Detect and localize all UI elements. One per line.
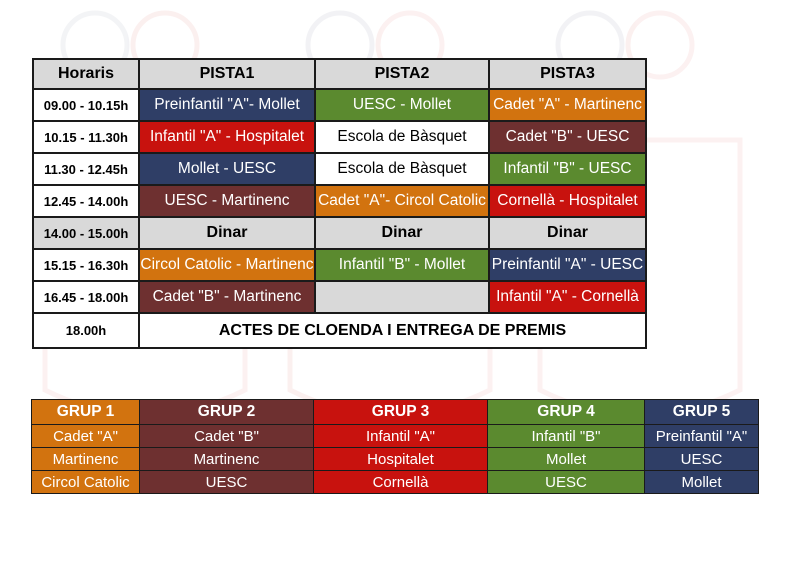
- match-cell: Infantil "A" - Cornellà: [488, 280, 647, 314]
- group-team: Martinenc: [139, 447, 314, 471]
- group-team: UESC: [139, 470, 314, 494]
- schedule-row: 11.30 - 12.45h Mollet - UESC Escola de Bàs…: [32, 152, 647, 186]
- match-cell: Escola de Bàsquet: [314, 152, 490, 186]
- time-slot: 11.30 - 12.45h: [32, 152, 140, 186]
- lunch-cell: Dinar: [138, 216, 316, 250]
- match-cell: [314, 280, 490, 314]
- time-slot: 15.15 - 16.30h: [32, 248, 140, 282]
- time-slot: 10.15 - 11.30h: [32, 120, 140, 154]
- closing-ceremony: ACTES DE CLOENDA I ENTREGA DE PREMIS: [138, 312, 647, 349]
- lunch-cell: Dinar: [488, 216, 647, 250]
- match-cell: Infantil "B" - UESC: [488, 152, 647, 186]
- match-cell: Cornellà - Hospitalet: [488, 184, 647, 218]
- pista-header: PISTA1: [138, 58, 316, 90]
- group-team: Mollet: [644, 470, 759, 494]
- schedule-row: 10.15 - 11.30h Infantil "A" - Hospitalet E…: [32, 120, 647, 154]
- schedule-row: 14.00 - 15.00h Dinar Dinar Dinar: [32, 216, 647, 250]
- group-team: Mollet: [487, 447, 645, 471]
- group-team-row: Circol Catolic UESC Cornellà UESC Mollet: [31, 470, 759, 494]
- match-cell: Cadet "B" - Martinenc: [138, 280, 316, 314]
- groups-table: GRUP 1 GRUP 2 GRUP 3 GRUP 4 GRUP 5 Cadet "A" C…: [31, 399, 759, 494]
- time-slot: 09.00 - 10.15h: [32, 88, 140, 122]
- group-header: GRUP 3: [313, 399, 488, 425]
- group-team: Infantil "A": [313, 424, 488, 448]
- group-team: Preinfantil "A": [644, 424, 759, 448]
- schedule-row: 16.45 - 18.00h Cadet "B" - Martinenc Infan…: [32, 280, 647, 314]
- group-team: UESC: [487, 470, 645, 494]
- pista-header: PISTA2: [314, 58, 490, 90]
- group-team: Cadet "A": [31, 424, 140, 448]
- schedule-row: 12.45 - 14.00h UESC - Martinenc Cadet "A"-…: [32, 184, 647, 218]
- group-team: Hospitalet: [313, 447, 488, 471]
- schedule-header-row: Horaris PISTA1 PISTA2 PISTA3: [32, 58, 647, 90]
- match-cell: Cadet "B" - UESC: [488, 120, 647, 154]
- group-team: Cornellà: [313, 470, 488, 494]
- group-header: GRUP 1: [31, 399, 140, 425]
- schedule-row: 09.00 - 10.15h Preinfantil "A"- Mollet UES…: [32, 88, 647, 122]
- group-team: Infantil "B": [487, 424, 645, 448]
- match-cell: Preinfantil "A" - UESC: [488, 248, 647, 282]
- match-cell: Cadet "A"- Circol Catolic: [314, 184, 490, 218]
- group-team-row: Martinenc Martinenc Hospitalet Mollet UESC: [31, 447, 759, 471]
- time-slot: 16.45 - 18.00h: [32, 280, 140, 314]
- closing-row: 18.00h ACTES DE CLOENDA I ENTREGA DE PREM…: [32, 312, 647, 349]
- match-cell: UESC - Mollet: [314, 88, 490, 122]
- group-team: Martinenc: [31, 447, 140, 471]
- time-slot: 14.00 - 15.00h: [32, 216, 140, 250]
- group-header: GRUP 2: [139, 399, 314, 425]
- closing-time: 18.00h: [32, 312, 140, 349]
- match-cell: Preinfantil "A"- Mollet: [138, 88, 316, 122]
- groups-header-row: GRUP 1 GRUP 2 GRUP 3 GRUP 4 GRUP 5: [31, 399, 759, 425]
- group-team-row: Cadet "A" Cadet "B" Infantil "A" Infantil "…: [31, 424, 759, 448]
- horaris-header: Horaris: [32, 58, 140, 90]
- group-team: UESC: [644, 447, 759, 471]
- match-cell: Infantil "A" - Hospitalet: [138, 120, 316, 154]
- lunch-cell: Dinar: [314, 216, 490, 250]
- group-header: GRUP 5: [644, 399, 759, 425]
- match-cell: Infantil "B" - Mollet: [314, 248, 490, 282]
- match-cell: UESC - Martinenc: [138, 184, 316, 218]
- time-slot: 12.45 - 14.00h: [32, 184, 140, 218]
- match-cell: Mollet - UESC: [138, 152, 316, 186]
- pista-header: PISTA3: [488, 58, 647, 90]
- schedule-table: Horaris PISTA1 PISTA2 PISTA3 09.00 - 10.15h P…: [32, 58, 647, 349]
- group-team: Cadet "B": [139, 424, 314, 448]
- match-cell: Cadet "A" - Martinenc: [488, 88, 647, 122]
- group-team: Circol Catolic: [31, 470, 140, 494]
- group-header: GRUP 4: [487, 399, 645, 425]
- match-cell: Circol Catolic - Martinenc: [138, 248, 316, 282]
- match-cell: Escola de Bàsquet: [314, 120, 490, 154]
- schedule-row: 15.15 - 16.30h Circol Catolic - Martinenc…: [32, 248, 647, 282]
